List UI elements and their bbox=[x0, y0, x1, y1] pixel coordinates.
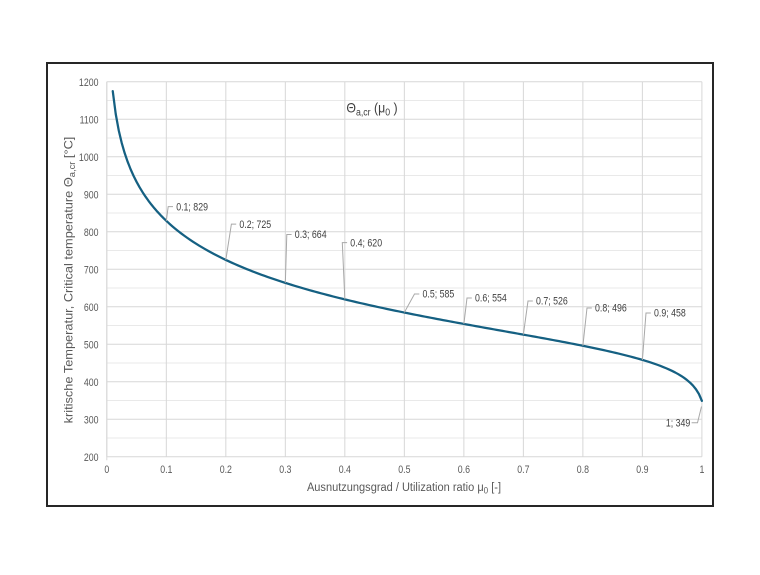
svg-text:0.5; 585: 0.5; 585 bbox=[423, 289, 455, 301]
svg-text:0.8; 496: 0.8; 496 bbox=[595, 303, 627, 315]
svg-text:900: 900 bbox=[84, 190, 99, 202]
svg-text:0.8: 0.8 bbox=[577, 464, 590, 476]
svg-text:700: 700 bbox=[84, 265, 99, 277]
svg-text:0.7: 0.7 bbox=[517, 464, 530, 476]
svg-text:0.4: 0.4 bbox=[339, 464, 352, 476]
svg-text:0.2; 725: 0.2; 725 bbox=[239, 219, 271, 231]
svg-text:Ausnutzungsgrad / Utilization: Ausnutzungsgrad / Utilization ratio μ0 [… bbox=[307, 482, 501, 496]
svg-text:1: 1 bbox=[699, 464, 704, 476]
svg-text:0.1: 0.1 bbox=[160, 464, 173, 476]
svg-text:200: 200 bbox=[84, 452, 99, 464]
svg-text:1100: 1100 bbox=[80, 115, 99, 127]
svg-text:0.6: 0.6 bbox=[458, 464, 471, 476]
svg-text:0.6; 554: 0.6; 554 bbox=[475, 293, 507, 305]
svg-text:1; 349: 1; 349 bbox=[666, 418, 691, 430]
svg-text:0: 0 bbox=[104, 464, 109, 476]
svg-text:0.9; 458: 0.9; 458 bbox=[654, 308, 686, 320]
svg-text:0.1; 829: 0.1; 829 bbox=[176, 201, 208, 213]
svg-text:0.3; 664: 0.3; 664 bbox=[295, 229, 327, 241]
svg-text:0.7; 526: 0.7; 526 bbox=[536, 296, 568, 308]
svg-text:1200: 1200 bbox=[79, 77, 99, 89]
svg-text:0.2: 0.2 bbox=[220, 464, 233, 476]
svg-text:800: 800 bbox=[84, 227, 99, 239]
svg-text:0.3: 0.3 bbox=[279, 464, 292, 476]
svg-text:kritische Temperatur, Critical: kritische Temperatur, Critical temperatu… bbox=[62, 137, 77, 424]
svg-text:300: 300 bbox=[84, 415, 99, 427]
svg-text:1000: 1000 bbox=[79, 152, 99, 164]
svg-text:400: 400 bbox=[84, 377, 99, 389]
svg-text:0.9: 0.9 bbox=[636, 464, 649, 476]
svg-text:Θa,cr (μ0 ): Θa,cr (μ0 ) bbox=[346, 100, 397, 118]
svg-text:0.4; 620: 0.4; 620 bbox=[350, 237, 382, 249]
svg-text:0.5: 0.5 bbox=[398, 464, 411, 476]
svg-text:600: 600 bbox=[84, 302, 99, 314]
svg-text:500: 500 bbox=[84, 340, 99, 352]
